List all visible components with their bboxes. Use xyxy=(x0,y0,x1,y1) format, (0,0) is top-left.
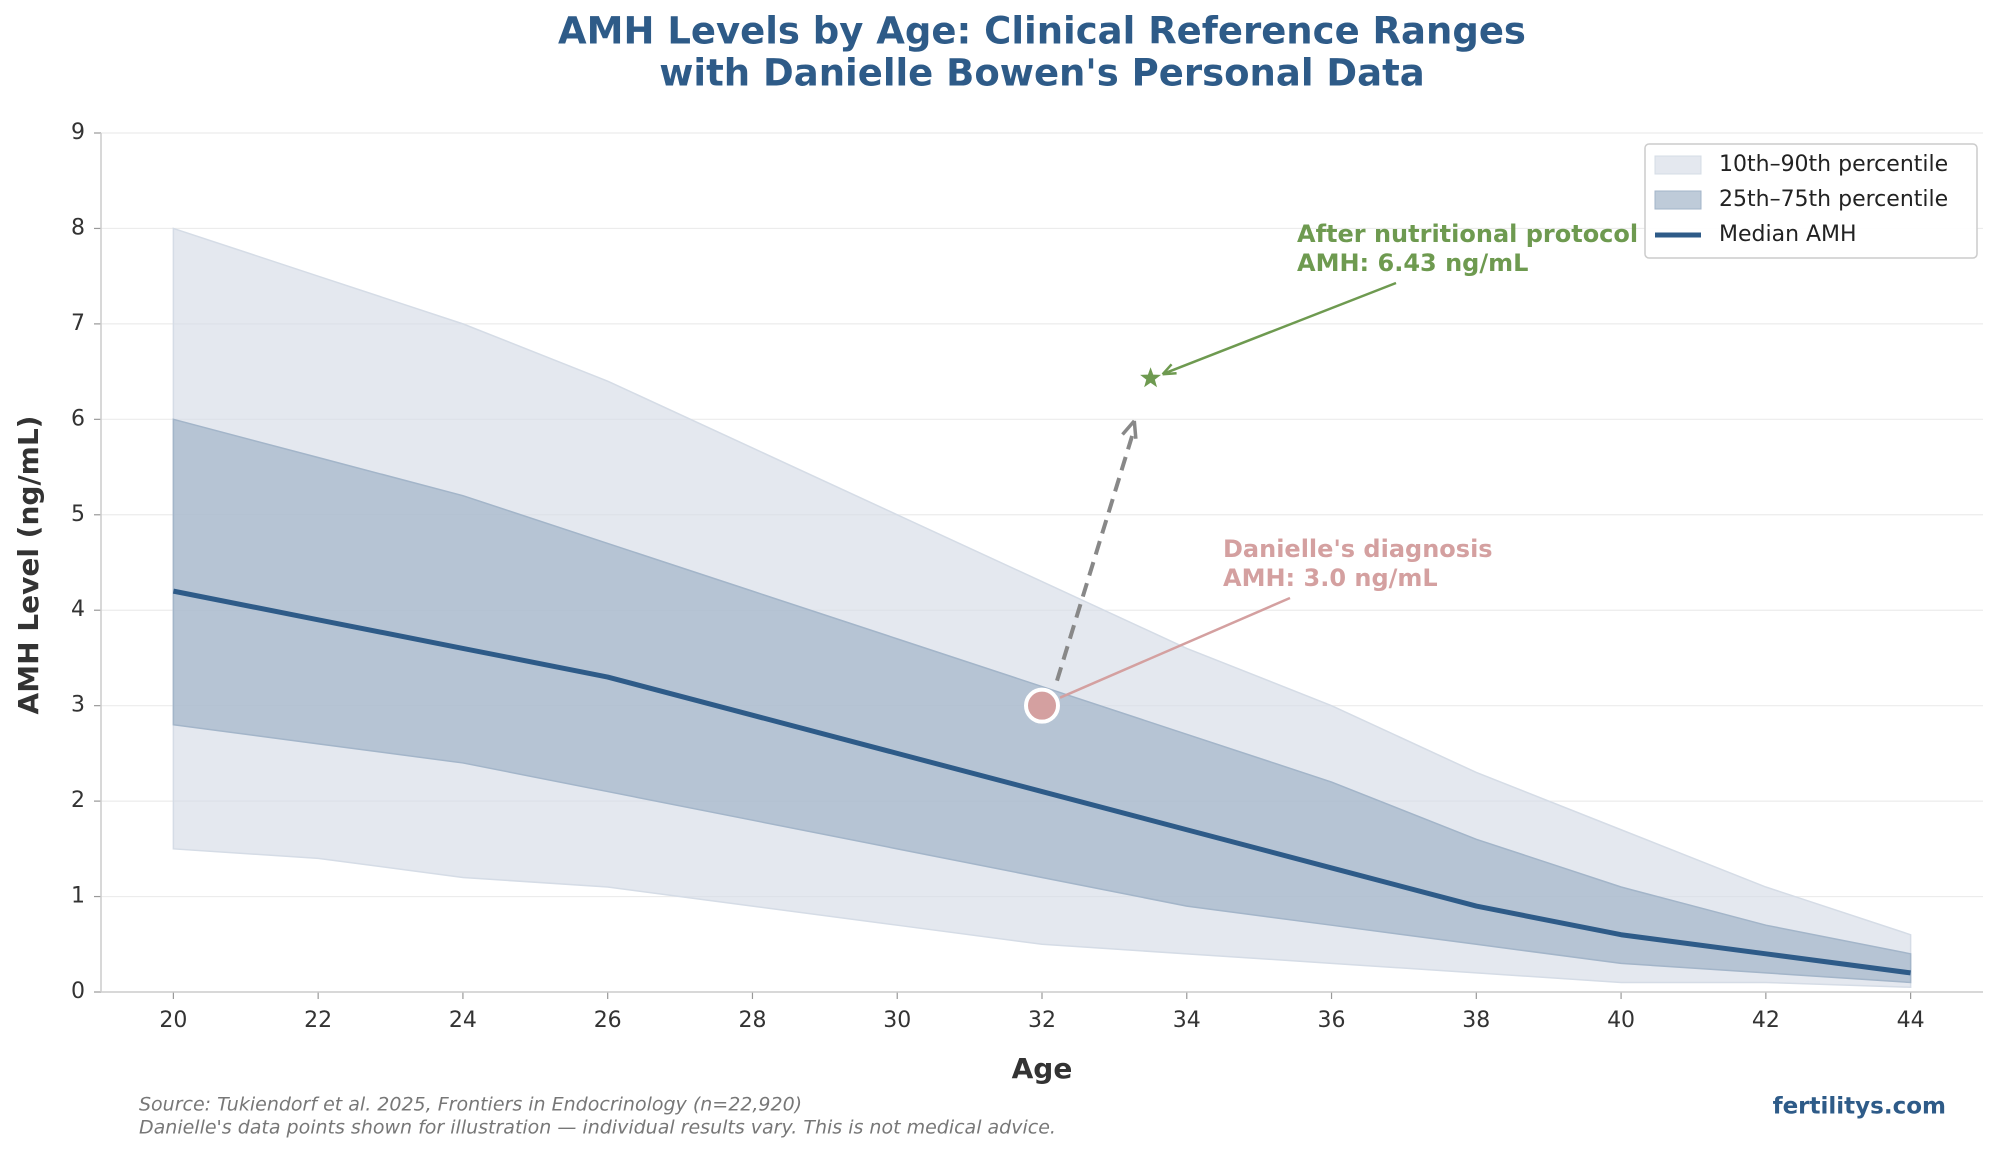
annotation: AMH: 3.0 ng/mL xyxy=(1223,564,1438,592)
y-tick-label: 1 xyxy=(71,884,85,909)
annotation-arrow xyxy=(1164,281,1397,375)
median-line xyxy=(172,588,1911,976)
y-tick-label: 9 xyxy=(71,120,85,145)
y-tick-label: 0 xyxy=(71,979,85,1004)
x-tick-label: 42 xyxy=(1752,1008,1780,1033)
after-point xyxy=(1140,367,1162,388)
annotation-arrow xyxy=(1059,596,1291,699)
y-tick-label: 8 xyxy=(71,215,85,240)
brand: fertilitys.com xyxy=(1773,1094,1946,1120)
chart-title: with Danielle Bowen's Personal Data xyxy=(659,52,1425,95)
annotation: After nutritional protocol xyxy=(1297,220,1638,248)
y-tick-label: 6 xyxy=(71,406,85,431)
y-tick-label: 4 xyxy=(71,597,85,622)
legend-label: 25th–75th percentile xyxy=(1719,187,1948,212)
percentile-band xyxy=(172,227,1912,989)
diagnosis-point xyxy=(1024,687,1060,724)
y-tick-label: 2 xyxy=(71,788,85,813)
y-tick-label: 5 xyxy=(71,502,85,527)
x-tick-label: 32 xyxy=(1028,1008,1056,1033)
x-tick-label: 40 xyxy=(1607,1008,1635,1033)
x-axis-label: Age xyxy=(1012,1052,1073,1085)
progress-arrow-head xyxy=(1121,419,1138,439)
x-tick-label: 26 xyxy=(594,1008,622,1033)
x-tick-label: 36 xyxy=(1318,1008,1346,1033)
y-tick-label: 7 xyxy=(71,311,85,336)
legend-label: Median AMH xyxy=(1719,222,1857,247)
x-tick-label: 44 xyxy=(1897,1008,1925,1033)
x-tick-label: 20 xyxy=(159,1008,187,1033)
y-axis-label: AMH Level (ng/mL) xyxy=(12,416,45,715)
source-note: Source: Tukiendorf et al. 2025, Frontier… xyxy=(139,1094,802,1116)
x-tick-label: 22 xyxy=(304,1008,332,1033)
legend-box xyxy=(1644,143,1978,259)
annotation: Danielle's diagnosis xyxy=(1223,535,1493,563)
chart-title: AMH Levels by Age: Clinical Reference Ra… xyxy=(558,10,1526,53)
legend-swatch xyxy=(1654,190,1702,210)
y-tick-label: 3 xyxy=(71,693,85,718)
x-tick-label: 30 xyxy=(883,1008,911,1033)
legend-swatch xyxy=(1654,155,1702,175)
x-tick-label: 38 xyxy=(1462,1008,1490,1033)
x-tick-label: 28 xyxy=(738,1008,766,1033)
x-tick-label: 34 xyxy=(1173,1008,1201,1033)
annotation: AMH: 6.43 ng/mL xyxy=(1297,249,1528,277)
legend-label: 10th–90th percentile xyxy=(1719,152,1948,177)
x-tick-label: 24 xyxy=(449,1008,477,1033)
source-note: Danielle's data points shown for illustr… xyxy=(139,1117,1056,1139)
annotation-arrow-head xyxy=(1161,363,1177,376)
